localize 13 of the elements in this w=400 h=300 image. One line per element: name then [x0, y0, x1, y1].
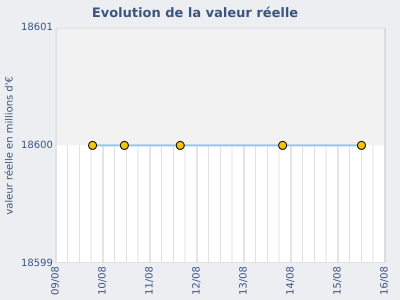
y-axis-title: valeur réelle en millions d'€ [4, 76, 16, 215]
chart-title: Evolution de la valeur réelle [92, 6, 298, 22]
y-tick-label: 18600 [21, 140, 53, 151]
y-tick-label: 18599 [21, 258, 53, 269]
x-tick-label: 16/08 [380, 266, 391, 296]
x-tick-label: 15/08 [332, 266, 344, 296]
y-tick-label: 18601 [21, 22, 53, 34]
x-tick-label: 09/08 [50, 266, 62, 296]
x-tick-label: 14/08 [286, 266, 297, 296]
x-tick-label: 12/08 [191, 266, 202, 296]
x-tick-label: 13/08 [238, 266, 250, 296]
x-tick-label: 11/08 [144, 266, 156, 296]
x-tick-label: 10/08 [97, 266, 108, 296]
